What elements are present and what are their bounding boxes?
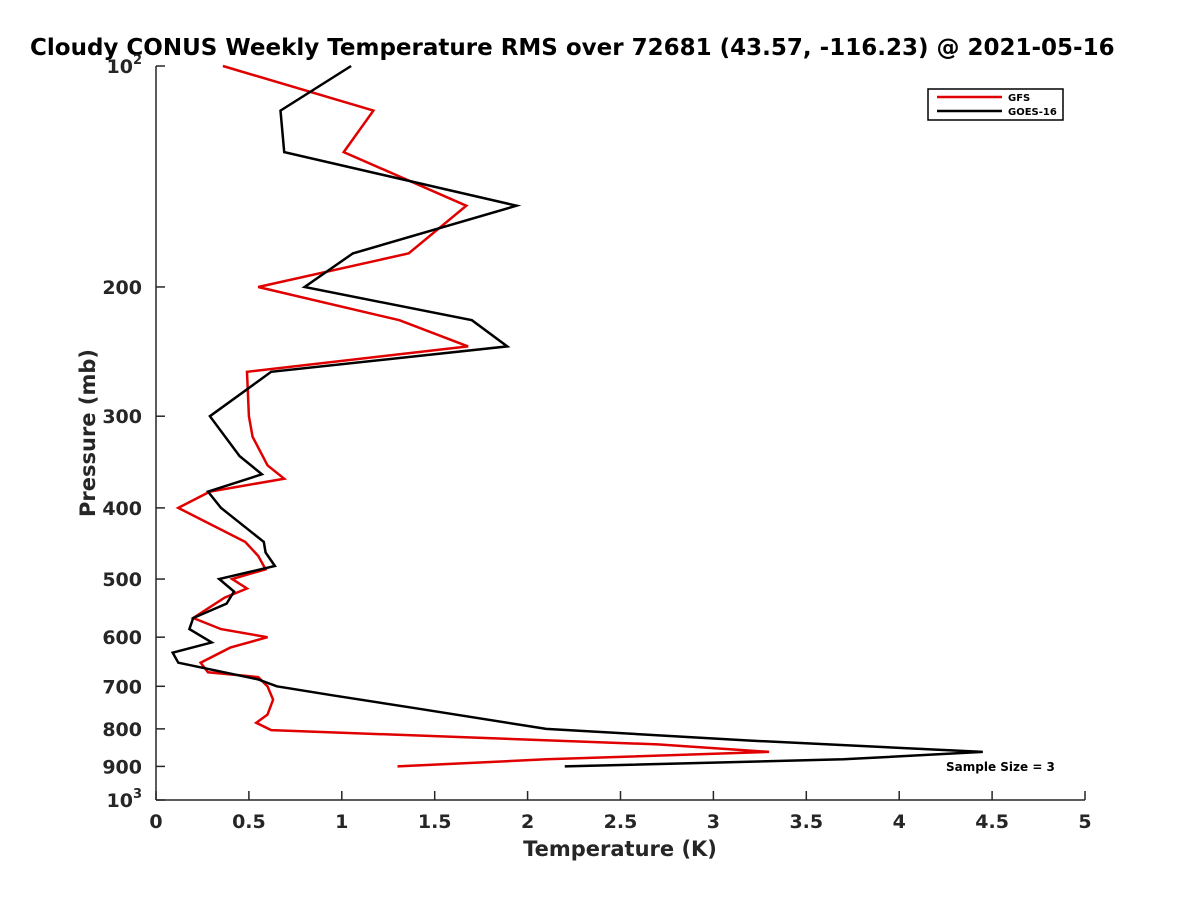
x-tick-label: 1	[335, 811, 348, 833]
y-tick-label: 800	[102, 719, 142, 741]
x-axis-label: Temperature (K)	[523, 837, 717, 861]
legend-label-gfs: GFS	[1008, 93, 1030, 104]
y-tick-label: 500	[102, 569, 142, 591]
series-lines	[170, 64, 983, 768]
y-tick-label: 600	[102, 627, 142, 649]
x-tick-label: 1.5	[418, 811, 452, 833]
y-tick-label: 700	[102, 676, 142, 698]
x-tick-label: 3.5	[789, 811, 823, 833]
y-axis-ticks: 102 200 300 400 500 600 700 800 900 103	[102, 53, 165, 812]
y-tick-label: 102	[107, 53, 143, 78]
x-tick-label: 0	[149, 811, 162, 833]
legend: GFS GOES-16	[927, 88, 1064, 121]
x-tick-label: 4	[893, 811, 906, 833]
y-axis-label: Pressure (mb)	[76, 349, 100, 517]
y-tick-label: 300	[102, 406, 142, 428]
legend-label-goes16: GOES-16	[1008, 107, 1057, 118]
x-tick-label: 5	[1078, 811, 1091, 833]
x-tick-label: 4.5	[975, 811, 1009, 833]
y-tick-label: 400	[102, 498, 142, 520]
legend-box	[927, 88, 1064, 121]
x-axis-ticks: 0 0.5 1 1.5 2 2.5 3 3.5 4 4.5 5	[149, 791, 1092, 833]
x-tick-label: 3	[707, 811, 720, 833]
sample-size-annotation: Sample Size = 3	[946, 760, 1055, 774]
y-tick-label: 200	[102, 277, 142, 299]
x-tick-label: 0.5	[232, 811, 266, 833]
y-tick-label: 900	[102, 756, 142, 778]
chart-title: Cloudy CONUS Weekly Temperature RMS over…	[30, 35, 1115, 61]
x-tick-label: 2	[521, 811, 534, 833]
series-line-goes16	[170, 64, 983, 768]
y-tick-label: 103	[107, 787, 143, 812]
series-line-gfs	[175, 64, 770, 768]
x-tick-label: 2.5	[604, 811, 638, 833]
